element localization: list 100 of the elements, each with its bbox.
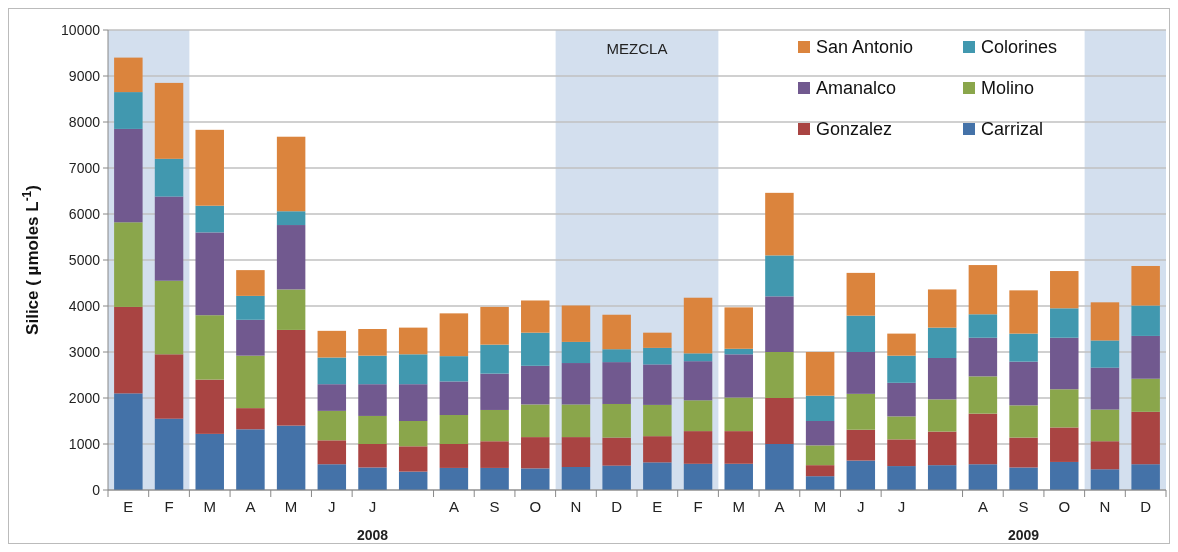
bar <box>683 361 713 401</box>
bar <box>1131 265 1160 306</box>
bar <box>643 404 672 437</box>
bar <box>317 440 347 465</box>
bar <box>358 329 387 356</box>
bar <box>1131 464 1160 490</box>
bar <box>521 468 550 490</box>
bar <box>805 476 835 490</box>
bar <box>276 225 306 290</box>
bar <box>846 429 876 461</box>
bar <box>276 329 306 426</box>
bar <box>1131 411 1160 465</box>
x-tick-label: S <box>489 498 500 515</box>
bar <box>521 300 550 333</box>
bar <box>154 158 184 197</box>
x-tick-label: O <box>529 498 542 515</box>
y-tick-label: 6000 <box>68 206 101 222</box>
y-tick-label: 8000 <box>68 114 101 130</box>
bar <box>439 415 469 444</box>
bar <box>1131 378 1160 412</box>
bar <box>114 222 143 307</box>
bar <box>114 57 143 93</box>
bar <box>236 408 265 430</box>
bar <box>195 433 224 490</box>
y-tick-label: 0 <box>92 482 101 498</box>
bar <box>724 354 753 398</box>
bar <box>114 393 143 490</box>
text: 2008 <box>356 527 389 543</box>
bar <box>480 409 509 442</box>
bar <box>643 462 672 490</box>
y-tick-label: 9000 <box>68 68 101 84</box>
bar <box>1090 441 1120 470</box>
bar <box>317 410 347 441</box>
bar <box>195 129 224 206</box>
bar <box>358 415 387 444</box>
x-tick-label: S <box>1018 498 1029 515</box>
bar <box>602 349 631 363</box>
bar <box>805 445 835 466</box>
bar <box>1090 302 1120 341</box>
bar <box>846 352 876 394</box>
bar <box>195 315 224 380</box>
bar <box>643 347 672 365</box>
bar <box>805 421 835 446</box>
bar <box>1050 427 1079 462</box>
legend-label: Amanalco <box>816 78 897 98</box>
bar <box>114 128 143 223</box>
bar <box>1009 467 1038 490</box>
bar <box>805 352 835 396</box>
bar <box>887 382 916 417</box>
bar <box>1009 437 1038 468</box>
bar <box>643 436 672 463</box>
legend-label: Carrizal <box>981 119 1044 139</box>
bar <box>765 444 794 490</box>
y-tick-label: 7000 <box>68 160 101 176</box>
bar <box>521 365 550 405</box>
bar <box>154 280 184 355</box>
bar <box>154 196 184 281</box>
bar <box>1050 461 1079 490</box>
x-tick-label: D <box>1140 498 1152 515</box>
bar <box>398 384 428 421</box>
bar <box>765 192 794 256</box>
x-tick-label: D <box>611 498 623 515</box>
y-tick-label: 1000 <box>68 436 101 452</box>
bar <box>927 357 957 400</box>
bar <box>1050 308 1079 338</box>
legend-label: San Antonio <box>816 37 914 57</box>
bar <box>643 364 672 405</box>
bar <box>968 265 998 315</box>
bar <box>724 348 753 355</box>
bar <box>968 314 998 338</box>
bar <box>1090 367 1120 410</box>
bar <box>521 437 550 469</box>
bar <box>236 355 265 409</box>
bar <box>561 404 591 438</box>
bar <box>846 460 876 490</box>
bar <box>643 332 672 348</box>
bar <box>398 446 428 472</box>
bar <box>968 413 998 465</box>
bar <box>602 465 631 490</box>
x-tick-label: F <box>164 498 174 515</box>
bar <box>927 289 957 328</box>
bar <box>276 289 306 330</box>
text: 2009 <box>1008 527 1040 543</box>
bar <box>195 205 224 233</box>
bar <box>154 354 184 419</box>
bar <box>480 441 509 468</box>
annotation: MEZCLA <box>606 40 668 57</box>
bar <box>561 305 591 342</box>
x-tick-label: E <box>123 498 134 515</box>
bar <box>398 354 428 385</box>
bar <box>968 376 998 414</box>
bar <box>1090 340 1120 368</box>
bar <box>968 464 998 490</box>
bar <box>602 403 631 438</box>
bar <box>683 400 713 432</box>
bar <box>927 399 957 432</box>
bar <box>683 353 713 362</box>
y-tick-label: 4000 <box>68 298 101 314</box>
bar <box>480 373 509 410</box>
bar <box>561 467 591 490</box>
